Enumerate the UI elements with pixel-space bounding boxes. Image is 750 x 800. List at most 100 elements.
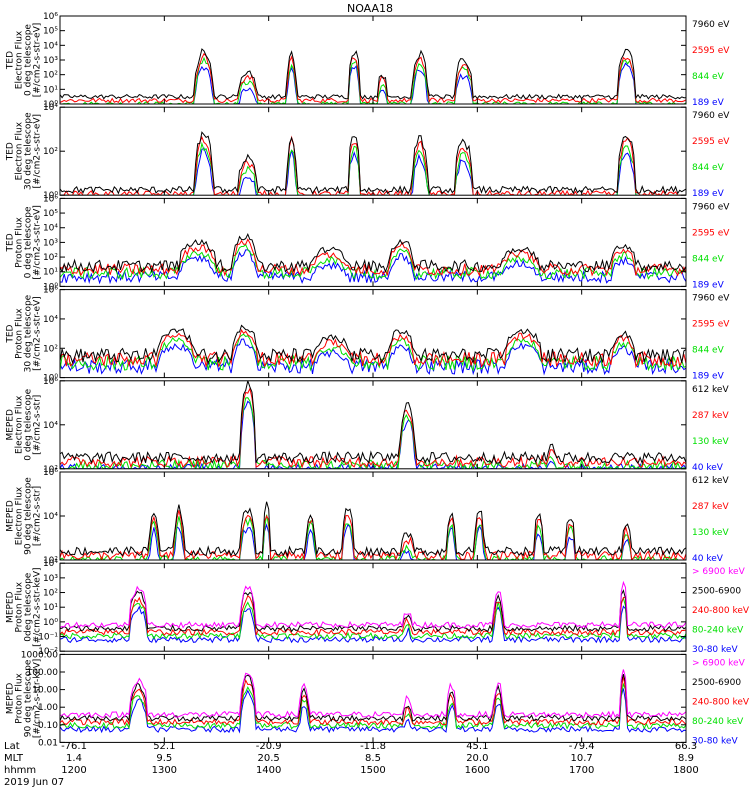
y-axis-label-line: MEPED	[6, 683, 16, 715]
panel-8-series	[60, 669, 686, 734]
y-tick-label: 1.00	[38, 703, 58, 713]
legend-entry: 2500-6900	[692, 587, 741, 597]
panel-7-series	[60, 580, 686, 644]
legend-entry: 612 keV	[692, 385, 729, 395]
legend-entry: > 6900 keV	[692, 567, 746, 577]
y-tick-label: 10³	[43, 56, 58, 66]
footer-lat-value: -79.4	[569, 741, 595, 752]
legend-entry: 240-800 keV	[692, 606, 750, 616]
y-axis-label: TEDElectron Flux0 deg telescope[#/cm2-s-…	[6, 23, 43, 98]
y-axis-label-line: 90 deg telescope	[24, 659, 34, 737]
y-axis-label-line: 0deg telescope	[24, 572, 34, 642]
y-tick-label: 10⁰	[43, 374, 58, 384]
legend-entry: 7960 eV	[692, 20, 730, 30]
footer-lat-value: 52.1	[153, 741, 175, 752]
legend-entry: 7960 eV	[692, 111, 730, 121]
footer-mlt-value: 9.5	[156, 753, 172, 764]
y-axis-label-line: Proton Flux	[15, 308, 25, 359]
y-axis-label-line: [#/cm2-s-str-eV]	[33, 205, 43, 280]
legend-entry: 7960 eV	[692, 202, 730, 212]
series-black-line	[60, 380, 686, 465]
footer-mlt-value: 20.0	[466, 753, 488, 764]
y-axis-label: MEPEDProton Flux0deg telescope[#/cm2-s-s…	[6, 567, 43, 646]
y-axis-label: TEDProton Flux0 deg telescope[#/cm2-s-st…	[6, 205, 43, 280]
y-tick-label: 10⁴	[43, 421, 58, 431]
series-magenta-line	[60, 669, 686, 719]
y-axis-label: MEPEDElectron Flux90 deg telescope[#/cm2…	[6, 477, 43, 555]
y-tick-label: 10¹	[43, 268, 58, 278]
y-axis-label-line: 0 deg telescope	[24, 24, 34, 96]
series-red-line	[60, 594, 686, 637]
footer-mlt-value: 10.7	[571, 753, 593, 764]
chart-title: NOAA18	[347, 2, 393, 15]
y-axis-label-line: [#/cm2-s-str]	[33, 395, 43, 455]
panel-6-series	[60, 501, 686, 560]
y-tick-label: 100.00	[27, 668, 59, 678]
y-tick-label: 10.00	[32, 686, 58, 696]
series-green-line	[60, 397, 686, 469]
y-tick-label: 10⁴	[43, 315, 58, 325]
legend-entry: 240-800 keV	[692, 697, 750, 707]
series-red-line	[60, 510, 686, 560]
legend-entry: 189 eV	[692, 189, 725, 199]
y-axis-label-line: Proton Flux	[15, 581, 25, 632]
y-axis-label-line: Electron Flux	[15, 121, 25, 180]
footer-lat-value: -20.9	[256, 741, 282, 752]
y-axis-label-line: 90 deg telescope	[24, 477, 34, 555]
legend-entry: 189 eV	[692, 280, 725, 290]
footer-hhmm-value: 1200	[61, 765, 86, 776]
panel-1-series	[60, 48, 686, 104]
y-axis-label-line: 30 deg telescope	[24, 294, 34, 372]
y-tick-label: 10⁰	[43, 282, 58, 292]
footer-hhmm-value: 1300	[152, 765, 177, 776]
legend-entry: 7960 eV	[692, 294, 730, 304]
legend-entry: 189 eV	[692, 372, 725, 382]
panel-8: 0.010.101.0010.00100.001000.00MEPEDProto…	[6, 650, 750, 748]
panel-4-series	[60, 324, 686, 376]
panel-3-series	[60, 232, 686, 285]
legend-entry: 2595 eV	[692, 46, 730, 56]
y-tick-label: 10²	[43, 465, 58, 475]
y-axis-label: MEPEDElectron Flux0 deg telescope[#/cm2-…	[6, 388, 43, 460]
footer-mlt-value: 8.5	[365, 753, 381, 764]
y-axis-label-line: MEPED	[6, 591, 16, 623]
legend-entry: > 6900 keV	[692, 658, 746, 668]
legend-entry: 844 eV	[692, 72, 725, 82]
y-tick-label: 10²	[43, 147, 58, 157]
y-axis-label-line: [#/cm2-s-str]	[33, 486, 43, 546]
y-tick-label: 10⁴	[43, 41, 58, 51]
y-axis-label-line: Electron Flux	[15, 395, 25, 454]
y-axis-label-line: TED	[6, 233, 16, 252]
series-green-line	[60, 682, 686, 730]
series-black-line	[60, 232, 686, 274]
series-green-line	[60, 596, 686, 641]
legend-entry: 30-80 keV	[692, 645, 738, 655]
y-tick-label: 10⁰	[43, 618, 58, 628]
legend-entry: 130 keV	[692, 528, 729, 538]
legend-entry: 40 keV	[692, 554, 724, 564]
legend-entry: 2595 eV	[692, 137, 730, 147]
footer-label-lat: Lat	[4, 741, 20, 752]
series-red-line	[60, 328, 686, 369]
series-blue-line	[60, 605, 686, 644]
y-axis-label: MEPEDProton Flux90 deg telescope[#/cm2-s…	[6, 659, 43, 738]
legend-entry: 844 eV	[692, 254, 725, 264]
y-tick-label: 10¹	[43, 603, 58, 613]
y-tick-label: 10⁴	[43, 224, 58, 234]
legend-entry: 80-240 keV	[692, 626, 744, 636]
footer-mlt-value: 20.5	[258, 753, 280, 764]
y-tick-label: 10⁶	[43, 468, 58, 478]
y-tick-label: 10²	[43, 589, 58, 599]
legend-entry: 40 keV	[692, 463, 724, 473]
y-tick-label: 10²	[43, 556, 58, 566]
y-axis-label-line: TED	[6, 142, 16, 161]
legend-entry: 2595 eV	[692, 320, 730, 330]
y-tick-label: 10¹	[43, 85, 58, 95]
y-tick-label: 10⁶	[43, 12, 58, 22]
series-green-line	[60, 514, 686, 560]
y-axis-label: TEDElectron Flux30 deg telescope[#/cm2-s…	[6, 112, 43, 190]
y-tick-label: 10⁵	[43, 27, 58, 37]
y-tick-label: 10⁵	[43, 209, 58, 219]
